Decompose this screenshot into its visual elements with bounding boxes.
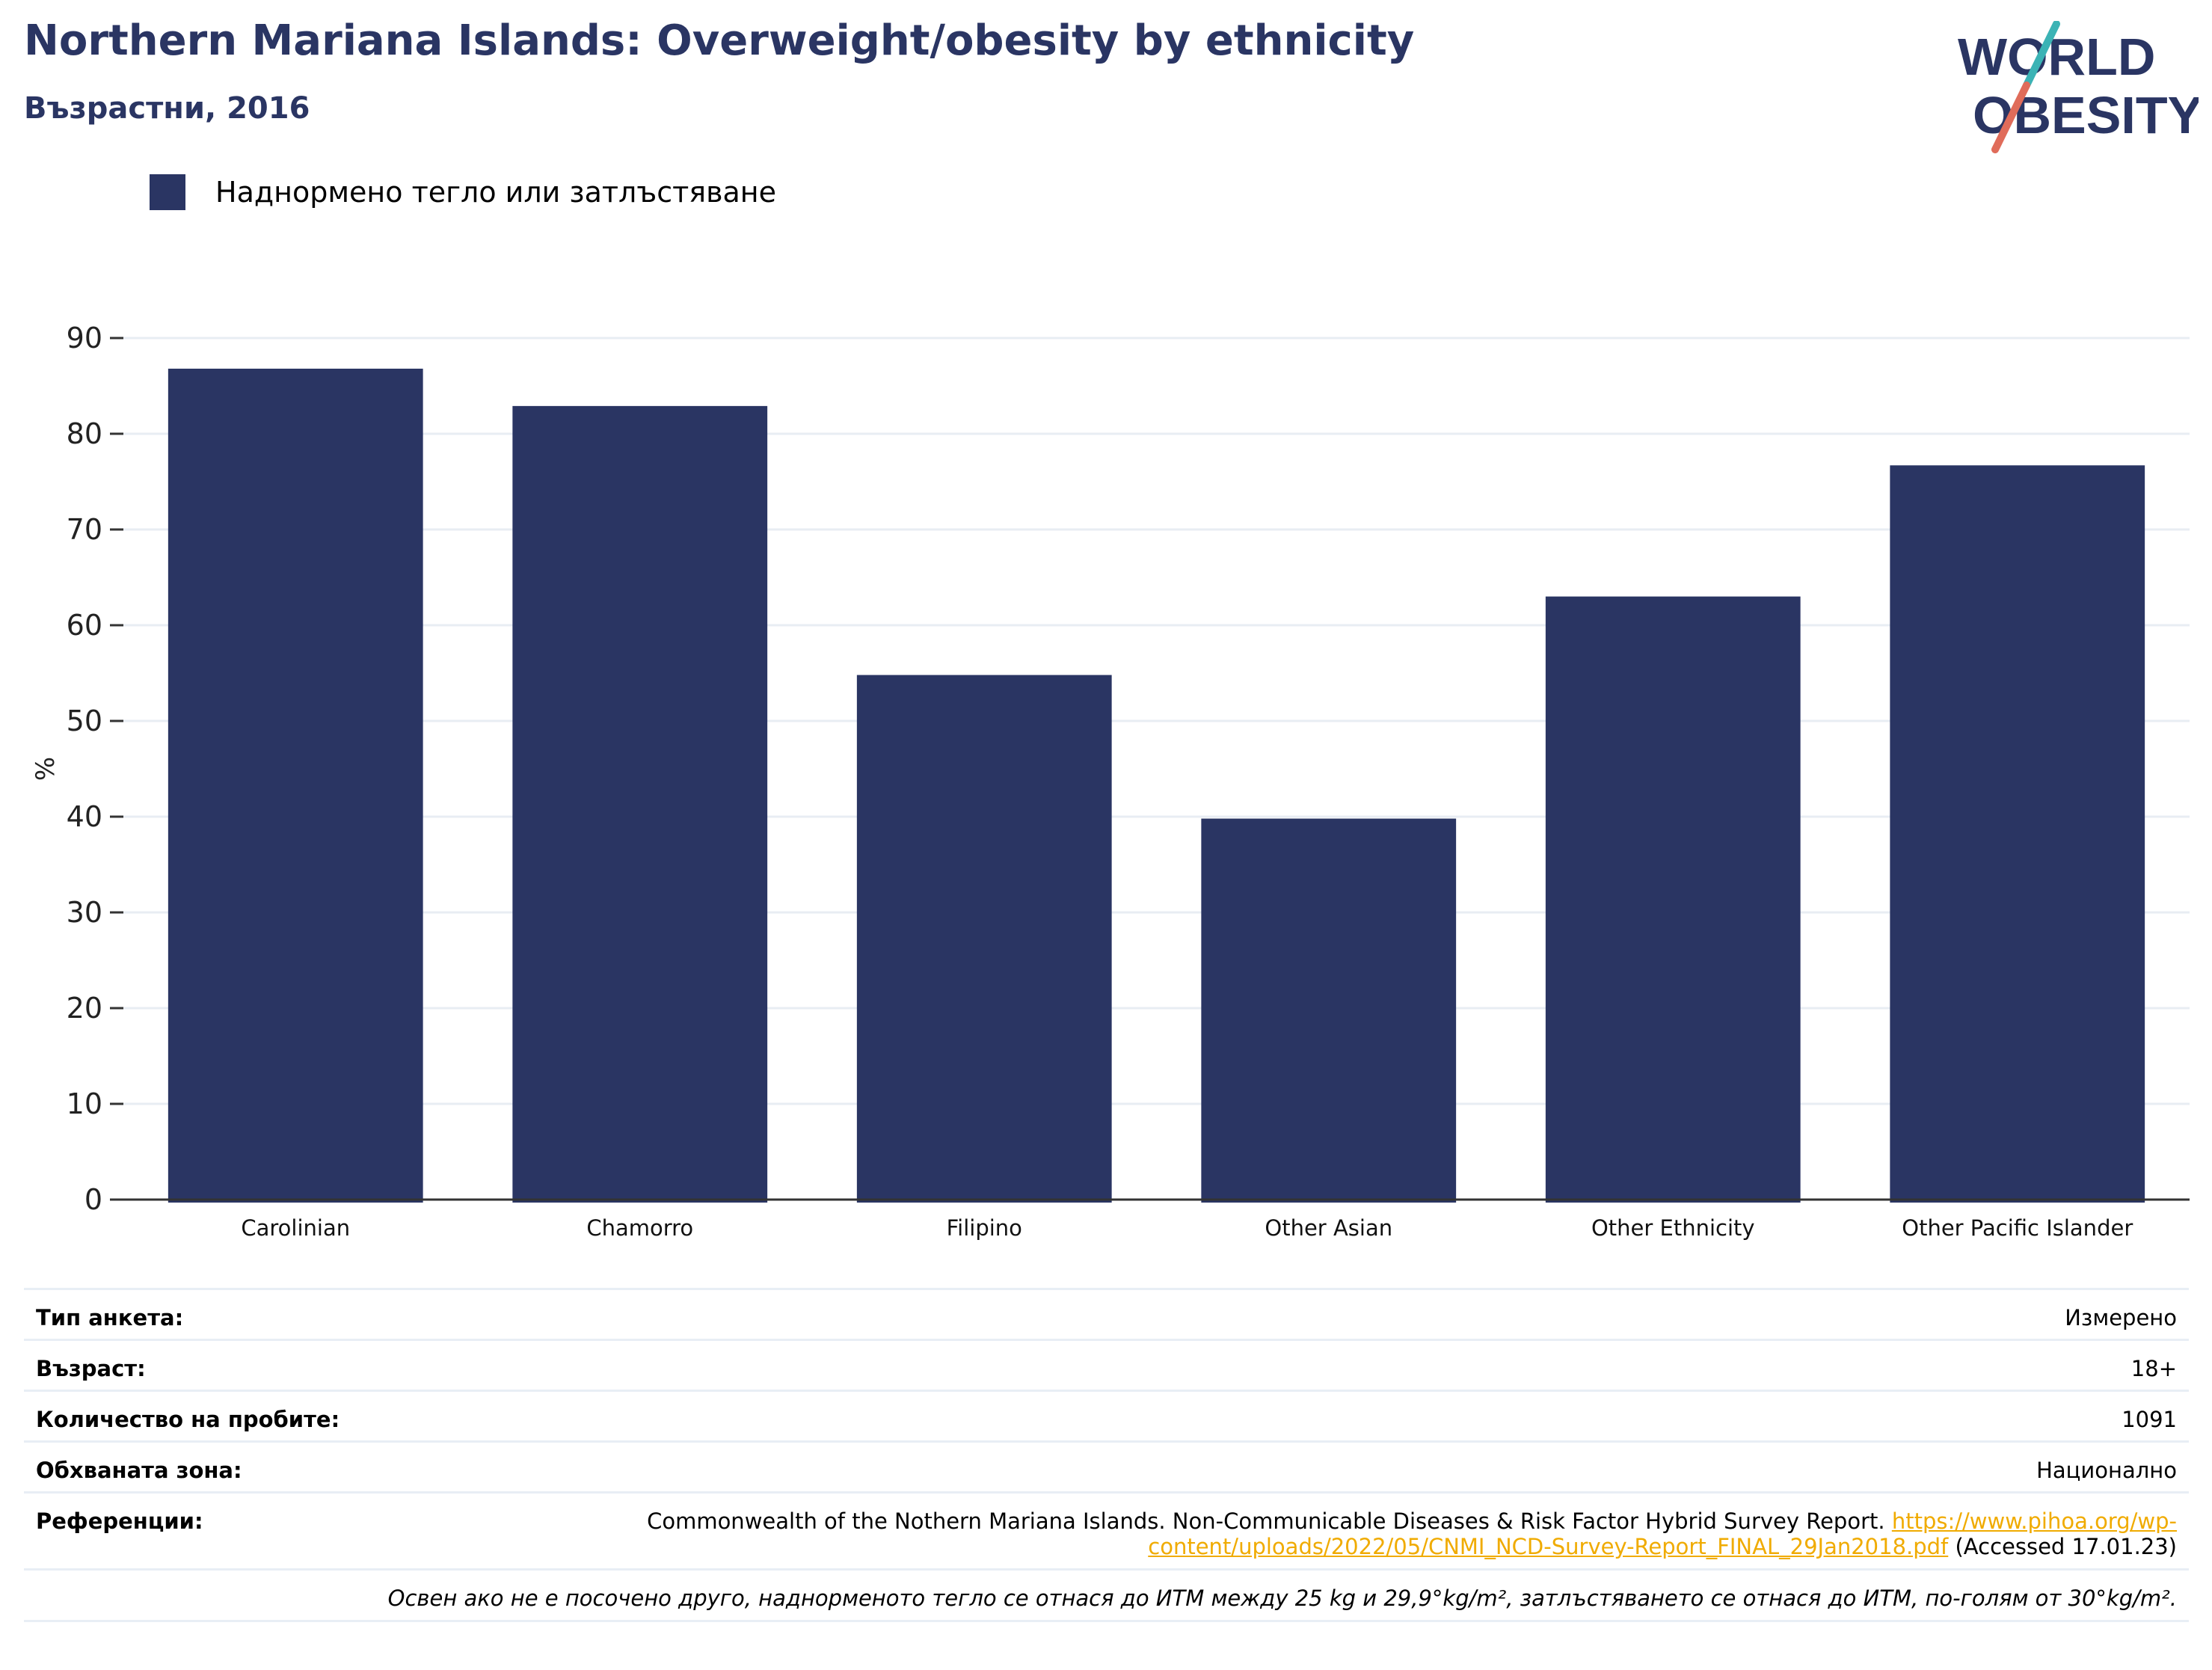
legend: Наднормено тегло или затлъстяване	[150, 174, 776, 211]
y-tick-label: 10	[67, 1087, 102, 1120]
y-tick-label: 70	[67, 513, 102, 546]
definition-note: Освен ако не е посочено друго, наднормен…	[387, 1585, 2177, 1611]
y-tick-label: 20	[67, 992, 102, 1025]
y-tick-label: 60	[67, 609, 102, 642]
references-value: Commonwealth of the Nothern Mariana Isla…	[647, 1508, 2177, 1559]
references-label: Референции:	[36, 1508, 203, 1534]
age-row: Възраст: 18+	[24, 1339, 2189, 1390]
reference-link-part1[interactable]: https://www.pihoa.org/wp-	[1891, 1508, 2177, 1534]
references-row: Референции: Commonwealth of the Nothern …	[24, 1491, 2189, 1568]
bar-chamorro	[512, 405, 768, 1203]
survey-type-label: Тип анкета:	[36, 1305, 184, 1330]
area-row: Обхваната зона: Национално	[24, 1440, 2189, 1491]
x-tick-label: Filipino	[947, 1215, 1022, 1241]
y-tick-label: 50	[67, 704, 102, 737]
survey-type-row: Тип анкета: Измерено	[24, 1288, 2189, 1339]
bar-other-pacific-islander	[1890, 465, 2145, 1203]
legend-label: Наднормено тегло или затлъстяване	[215, 176, 776, 209]
y-tick-label: 0	[85, 1183, 102, 1216]
bar-other-asian	[1201, 818, 1457, 1203]
sample-value: 1091	[2122, 1407, 2177, 1432]
age-label: Възраст:	[36, 1356, 146, 1381]
y-tick-label: 30	[67, 896, 102, 929]
bar-other-ethnicity	[1545, 596, 1801, 1203]
area-label: Обхваната зона:	[36, 1458, 242, 1483]
bar-filipino	[856, 675, 1112, 1203]
x-tick-label: Other Ethnicity	[1591, 1215, 1755, 1241]
sample-label: Количество на пробите:	[36, 1407, 340, 1432]
reference-text: Commonwealth of the Nothern Mariana Isla…	[647, 1508, 1885, 1534]
y-tick-label: 80	[67, 417, 102, 450]
definition-note-row: Освен ако не е посочено друго, наднормен…	[24, 1568, 2189, 1622]
sample-row: Количество на пробите: 1091	[24, 1390, 2189, 1440]
bar-carolinian	[168, 368, 423, 1203]
info-table: Тип анкета: Измерено Възраст: 18+ Количе…	[24, 1288, 2189, 1622]
x-tick-label: Other Asian	[1265, 1215, 1392, 1241]
y-axis-label: %	[31, 757, 61, 781]
world-obesity-logo: WORLD OBESITY	[1958, 21, 2199, 153]
reference-accessed: (Accessed 17.01.23)	[1955, 1534, 2177, 1559]
x-tick-label: Other Pacific Islander	[1902, 1215, 2133, 1241]
logo-slash-coral	[1991, 82, 2030, 153]
bar-chart: 0 10 20 30 40 50 60 70 80 90% Carolinian Chamorro Fi…	[31, 322, 2190, 1241]
survey-type-value: Измерено	[2065, 1305, 2177, 1330]
chart-subtitle: Възрастни, 2016	[24, 91, 310, 126]
y-tick-label: 40	[67, 800, 102, 833]
reference-link-part2[interactable]: content/uploads/2022/05/CNMI_NCD-Survey-…	[1148, 1534, 1949, 1559]
logo-line1: WORLD	[1958, 28, 2155, 86]
area-value: Национално	[2036, 1458, 2177, 1483]
legend-swatch	[150, 174, 185, 210]
chart-title: Northern Mariana Islands: Overweight/obe…	[24, 16, 1415, 65]
x-tick-label: Carolinian	[241, 1215, 350, 1241]
age-value: 18+	[2130, 1356, 2177, 1381]
logo-slash-teal	[2023, 21, 2060, 89]
x-tick-label: Chamorro	[586, 1215, 693, 1241]
y-tick-label: 90	[67, 322, 102, 354]
